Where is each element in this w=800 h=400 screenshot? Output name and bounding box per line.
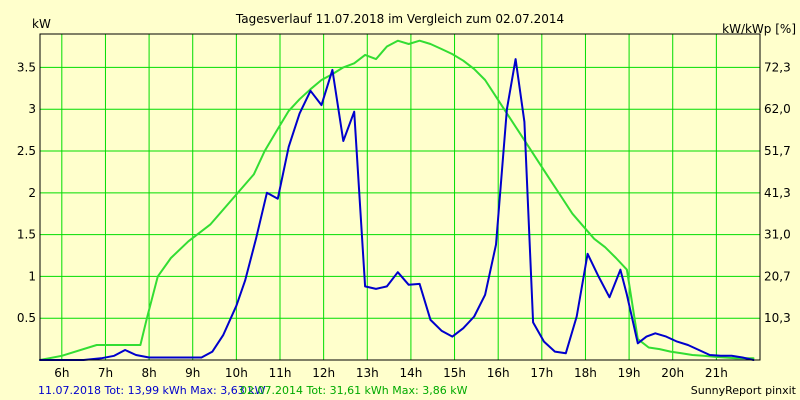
- x-tick-label: 11h: [269, 366, 292, 380]
- y-tick-label-left: 2.5: [17, 144, 36, 158]
- x-tick-label: 9h: [185, 366, 200, 380]
- plot-frame: [39, 33, 761, 361]
- series-line-11-07-2018: [39, 58, 755, 361]
- x-tick-label: 21h: [705, 366, 728, 380]
- y-tick-label-left: 3: [28, 102, 36, 116]
- x-tick-label: 14h: [399, 366, 422, 380]
- x-tick-label: 7h: [98, 366, 113, 380]
- series-layer: [39, 39, 755, 361]
- x-tick-label: 20h: [661, 366, 684, 380]
- axis-layer: [39, 33, 761, 361]
- legend-series-2014: 02.07.2014 Tot: 31,61 kWh Max: 3,86 kW: [240, 384, 468, 397]
- x-tick-label: 12h: [312, 366, 335, 380]
- y-tick-label-right: 20,7: [764, 269, 791, 283]
- y-tick-label-right: 72,3: [764, 60, 791, 74]
- y-tick-label-right: 10,3: [764, 311, 791, 325]
- credit-text: SunnyReport pinxit: [691, 384, 797, 397]
- y-tick-label-right: 51,7: [764, 144, 791, 158]
- x-tick-label: 16h: [487, 366, 510, 380]
- y-tick-label-left: 2: [28, 186, 36, 200]
- y-tick-label-right: 31,0: [764, 228, 791, 242]
- legend-series-2018: 11.07.2018 Tot: 13,99 kWh Max: 3,63 kW: [38, 384, 266, 397]
- x-tick-label: 17h: [530, 366, 553, 380]
- x-tick-label: 6h: [54, 366, 69, 380]
- x-tick-label: 15h: [443, 366, 466, 380]
- x-tick-label: 8h: [141, 366, 156, 380]
- y-tick-label-left: 1: [28, 269, 36, 283]
- series-line-02-07-2014: [39, 39, 755, 361]
- y-tick-label-left: 0.5: [17, 311, 36, 325]
- y-tick-label-left: 1.5: [17, 228, 36, 242]
- y-tick-label-right: 41,3: [764, 186, 791, 200]
- y-tick-label-left: 3.5: [17, 60, 36, 74]
- y-axis-label-left: kW: [32, 17, 51, 31]
- x-tick-label: 13h: [356, 366, 379, 380]
- x-tick-label: 10h: [225, 366, 248, 380]
- x-tick-label: 19h: [618, 366, 641, 380]
- y-axis-label-right: kW/kWp [%]: [722, 22, 796, 36]
- chart-title: Tagesverlauf 11.07.2018 im Vergleich zum…: [235, 12, 564, 26]
- y-tick-label-right: 62,0: [764, 102, 791, 116]
- x-tick-label: 18h: [574, 366, 597, 380]
- tick-layer: 6h 7h 8h 9h 10h 11h 12h 13h 14h 15h 16h 17h 18h 19h 20…: [17, 60, 791, 380]
